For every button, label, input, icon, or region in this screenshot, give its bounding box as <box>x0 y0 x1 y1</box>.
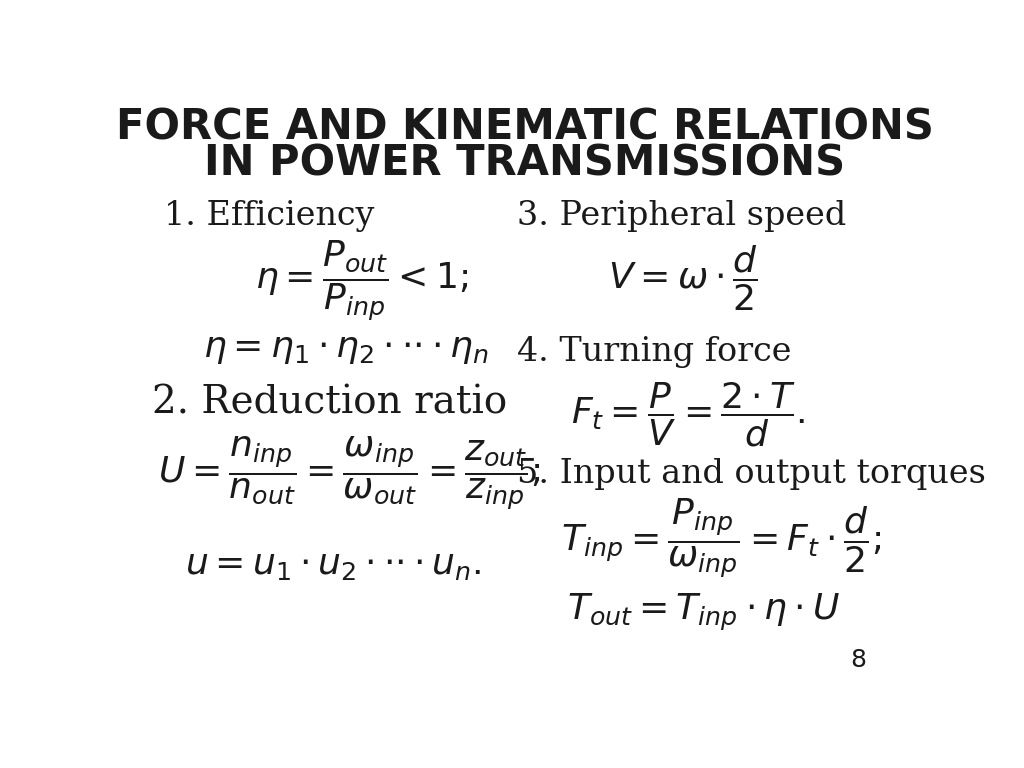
Text: 2. Reduction ratio: 2. Reduction ratio <box>152 384 507 421</box>
Text: 5. Input and output torques: 5. Input and output torques <box>517 458 986 489</box>
Text: $U = \dfrac{n_{inp}}{n_{out}} = \dfrac{\omega_{inp}}{\omega_{out}} = \dfrac{z_{o: $U = \dfrac{n_{inp}}{n_{out}} = \dfrac{\… <box>158 435 541 512</box>
Text: $T_{inp} = \dfrac{P_{inp}}{\omega_{inp}} = F_t\cdot\dfrac{d}{2};$: $T_{inp} = \dfrac{P_{inp}}{\omega_{inp}}… <box>560 497 881 581</box>
Text: 1. Efficiency: 1. Efficiency <box>164 200 374 233</box>
Text: FORCE AND KINEMATIC RELATIONS: FORCE AND KINEMATIC RELATIONS <box>116 107 934 149</box>
Text: 4. Turning force: 4. Turning force <box>517 336 792 369</box>
Text: IN POWER TRANSMISSIONS: IN POWER TRANSMISSIONS <box>204 142 846 184</box>
Text: $T_{out} = T_{inp}\cdot\eta\cdot U$: $T_{out} = T_{inp}\cdot\eta\cdot U$ <box>567 592 840 633</box>
Text: $\eta = \eta_1 \cdot \eta_2 \cdot{\cdot}{\cdot}\cdot \eta_n$: $\eta = \eta_1 \cdot \eta_2 \cdot{\cdot}… <box>204 333 489 366</box>
Text: $V = \omega\cdot\dfrac{d}{2}$: $V = \omega\cdot\dfrac{d}{2}$ <box>608 243 758 313</box>
Text: $\eta = \dfrac{P_{out}}{P_{inp}} < 1;$: $\eta = \dfrac{P_{out}}{P_{inp}} < 1;$ <box>255 239 468 324</box>
Text: $u = u_1 \cdot u_2 \cdot{\cdot}{\cdot}\cdot u_n.$: $u = u_1 \cdot u_2 \cdot{\cdot}{\cdot}\c… <box>185 548 481 582</box>
Text: $F_t = \dfrac{P}{V} = \dfrac{2\cdot T}{d}.$: $F_t = \dfrac{P}{V} = \dfrac{2\cdot T}{d… <box>570 380 805 449</box>
Text: 3. Peripheral speed: 3. Peripheral speed <box>517 200 846 233</box>
Text: 8: 8 <box>850 648 866 672</box>
